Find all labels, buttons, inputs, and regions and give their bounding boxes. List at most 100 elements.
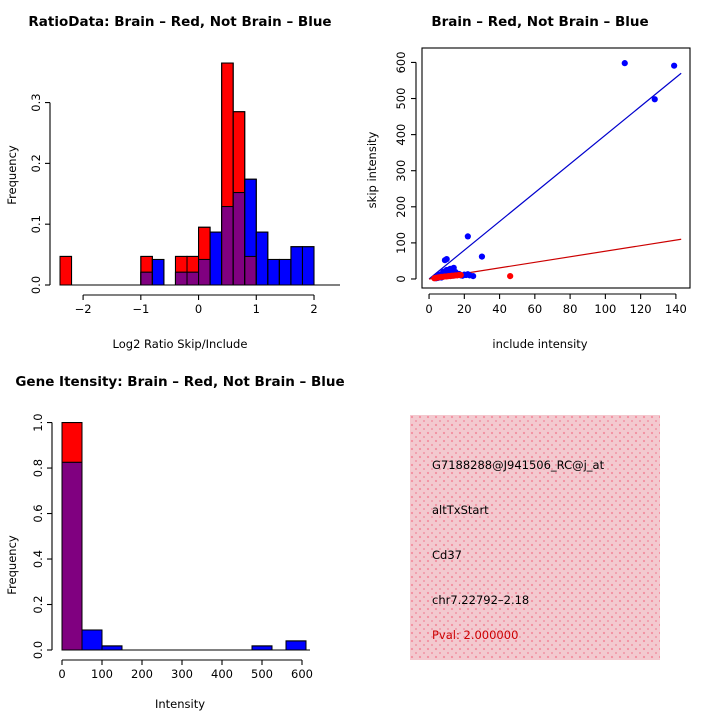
ratio-xtick-label: −1 bbox=[132, 302, 149, 316]
ratio-ytick-label: 0.0 bbox=[29, 276, 43, 294]
gene-bar-blue bbox=[251, 645, 273, 651]
ratio-bar-overlap bbox=[198, 258, 211, 286]
panel-ratio-title: RatioData: Brain – Red, Not Brain – Blue bbox=[28, 14, 332, 30]
gene-bar-outline bbox=[81, 629, 103, 651]
ratio-bar-blue bbox=[290, 246, 303, 286]
ratio-bar-blue bbox=[278, 258, 292, 286]
ratio-xtick-label: −2 bbox=[75, 302, 92, 316]
gene-bar-outline bbox=[285, 640, 307, 651]
gene-intensity-xtick-label: 200 bbox=[131, 667, 153, 681]
info-panel-texture bbox=[410, 415, 660, 660]
gene-bar-outline bbox=[251, 645, 273, 651]
ratio-bar-blue bbox=[209, 231, 223, 286]
ratio-bar-overlap bbox=[140, 271, 153, 286]
gene-intensity-xtick-label: 0 bbox=[58, 667, 65, 681]
ratio-histogram-svg: −2 −1 0 1 2 0.0 0.1 0.2 0.3 Log2 Ratio Skip/Incl… bbox=[5, 62, 340, 351]
ratio-bar-outline bbox=[301, 246, 315, 286]
ratio-yaxis-label: Frequency bbox=[5, 145, 19, 205]
scatter-ytick-label: 300 bbox=[394, 160, 408, 182]
scatter-point bbox=[478, 253, 486, 260]
panel-ratio-histogram: RatioData: Brain – Red, Not Brain – Blue… bbox=[0, 0, 360, 360]
scatter-xtick-label: 0 bbox=[425, 302, 432, 316]
gene-intensity-ytick-label: 0.0 bbox=[31, 641, 45, 659]
gene-intensity-xtick-label: 300 bbox=[171, 667, 193, 681]
ratio-bar-blue bbox=[267, 258, 280, 286]
scatter-xtick-label: 40 bbox=[492, 302, 507, 316]
scatter-ytick-label: 400 bbox=[394, 124, 408, 146]
ratio-bar-outline bbox=[59, 255, 73, 286]
ratio-bar-overlap bbox=[186, 271, 200, 286]
scatter-point bbox=[464, 233, 471, 240]
scatter-xtick-label: 60 bbox=[528, 302, 543, 316]
ratio-bar-overlap bbox=[244, 255, 257, 286]
panel-scatter-title: Brain – Red, Not Brain – Blue bbox=[431, 14, 649, 30]
gene-intensity-xtick-label: 600 bbox=[291, 667, 313, 681]
scatter-red-fit-line bbox=[428, 238, 682, 280]
pval-text: Pval: 2.000000 bbox=[432, 628, 519, 642]
scatter-ytick-label: 500 bbox=[394, 88, 408, 110]
scatter-xtick-label: 100 bbox=[594, 302, 616, 316]
gene-intensity-yaxis-label: Frequency bbox=[5, 535, 19, 595]
panel-intensity-scatter: Brain – Red, Not Brain – Blue 0 20 40 60 80 1… bbox=[360, 0, 720, 360]
gene-intensity-xaxis-label: Intensity bbox=[155, 697, 205, 711]
scatter-xtick-label: 120 bbox=[630, 302, 652, 316]
gene-intensity-ytick-label: 0.2 bbox=[31, 595, 45, 613]
ratio-bar-blue bbox=[301, 246, 315, 286]
event-type-text: altTxStart bbox=[432, 503, 489, 517]
probe-id-text: G7188288@J941506_RC@j_at bbox=[432, 458, 605, 472]
gene-bar-blue bbox=[81, 629, 103, 651]
scatter-yaxis-label: skip intensity bbox=[365, 131, 379, 208]
gene-symbol-text: Cd37 bbox=[432, 548, 462, 562]
ratio-bar-overlap bbox=[232, 192, 246, 286]
scatter-ytick-label: 200 bbox=[394, 196, 408, 218]
ratio-xaxis-label: Log2 Ratio Skip/Include bbox=[113, 337, 248, 351]
locus-text: chr7.22792–2.18 bbox=[432, 593, 530, 607]
gene-intensity-xtick-label: 400 bbox=[211, 667, 233, 681]
gene-intensity-ytick-label: 0.8 bbox=[31, 459, 45, 477]
ratio-bar-red bbox=[59, 255, 73, 286]
ratio-bar-overlap bbox=[174, 271, 188, 286]
ratio-xtick-label: 0 bbox=[195, 302, 202, 316]
scatter-plot-frame bbox=[421, 47, 691, 289]
scatter-xaxis-label: include intensity bbox=[492, 337, 587, 351]
scatter-point bbox=[507, 272, 514, 280]
gene-intensity-xtick-label: 500 bbox=[251, 667, 273, 681]
ratio-ytick-label: 0.1 bbox=[29, 215, 43, 233]
ratio-bar-outline bbox=[151, 258, 165, 286]
ratio-xtick-label: 1 bbox=[253, 302, 260, 316]
scatter-point bbox=[443, 256, 450, 263]
ratio-ytick-label: 0.2 bbox=[29, 154, 43, 172]
scatter-blue-fit-line bbox=[428, 72, 682, 280]
panel-gene-intensity-histogram: Gene Itensity: Brain – Red, Not Brain – … bbox=[0, 360, 360, 720]
gene-bar-overlap bbox=[61, 461, 83, 651]
scatter-ytick-label: 600 bbox=[394, 51, 408, 73]
ratio-bar-blue bbox=[255, 231, 269, 286]
ratio-ytick-label: 0.3 bbox=[29, 93, 43, 111]
gene-bar-blue bbox=[285, 640, 307, 651]
scatter-point bbox=[671, 62, 678, 69]
gene-intensity-ytick-label: 0.4 bbox=[31, 550, 45, 568]
gene-bar-outline bbox=[61, 422, 83, 651]
scatter-point bbox=[621, 60, 628, 67]
ratio-bar-outline bbox=[255, 231, 269, 286]
scatter-svg: 0 20 40 60 80 100 120 140 0 100 200 300 400 500 600 in… bbox=[365, 47, 691, 351]
scatter-point bbox=[470, 272, 477, 280]
scatter-ytick-label: 100 bbox=[394, 232, 408, 254]
ratio-bar-blue bbox=[151, 258, 165, 286]
scatter-xtick-label: 80 bbox=[563, 302, 578, 316]
scatter-content bbox=[428, 60, 682, 282]
scatter-point bbox=[651, 96, 658, 103]
gene-intensity-ytick-label: 1.0 bbox=[31, 413, 45, 431]
gene-intensity-xtick-label: 100 bbox=[91, 667, 113, 681]
gene-bar-blue bbox=[101, 645, 123, 651]
gene-intensity-svg: 0 100 200 300 400 500 600 0.0 0.2 0.4 0.6 0.8 1.0 In… bbox=[5, 413, 313, 711]
scatter-point bbox=[457, 271, 464, 279]
gene-intensity-ytick-label: 0.6 bbox=[31, 504, 45, 522]
probe-info-panel: G7188288@J941506_RC@j_at altTxStart Cd37… bbox=[410, 415, 660, 660]
ratio-bar-overlap bbox=[221, 206, 234, 286]
gene-bar-outline bbox=[101, 645, 123, 651]
scatter-xtick-label: 20 bbox=[457, 302, 472, 316]
scatter-xtick-label: 140 bbox=[665, 302, 687, 316]
panel-gene-intensity-title: Gene Itensity: Brain – Red, Not Brain – … bbox=[15, 374, 345, 390]
scatter-ytick-label: 0 bbox=[394, 275, 408, 282]
